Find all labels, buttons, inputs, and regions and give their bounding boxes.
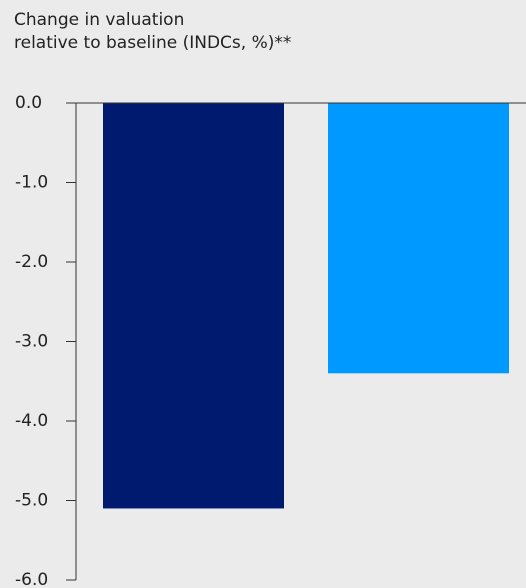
y-tick-label: -1.0 [15,173,48,193]
y-axis-title-line-1: Change in valuation [14,10,185,30]
y-tick-label: 0.0 [15,93,42,113]
y-tick-label: -6.0 [15,570,48,588]
bar-1 [103,103,284,509]
y-tick-label: -2.0 [15,252,48,272]
y-tick-label: -5.0 [15,491,48,511]
y-tick-label: -4.0 [15,411,48,431]
y-axis-title: Change in valuation relative to baseline… [14,9,291,55]
y-tick-label: -3.0 [15,332,48,352]
y-axis-title-line-2: relative to baseline (INDCs, %)** [14,33,292,53]
bar-2 [328,103,509,374]
